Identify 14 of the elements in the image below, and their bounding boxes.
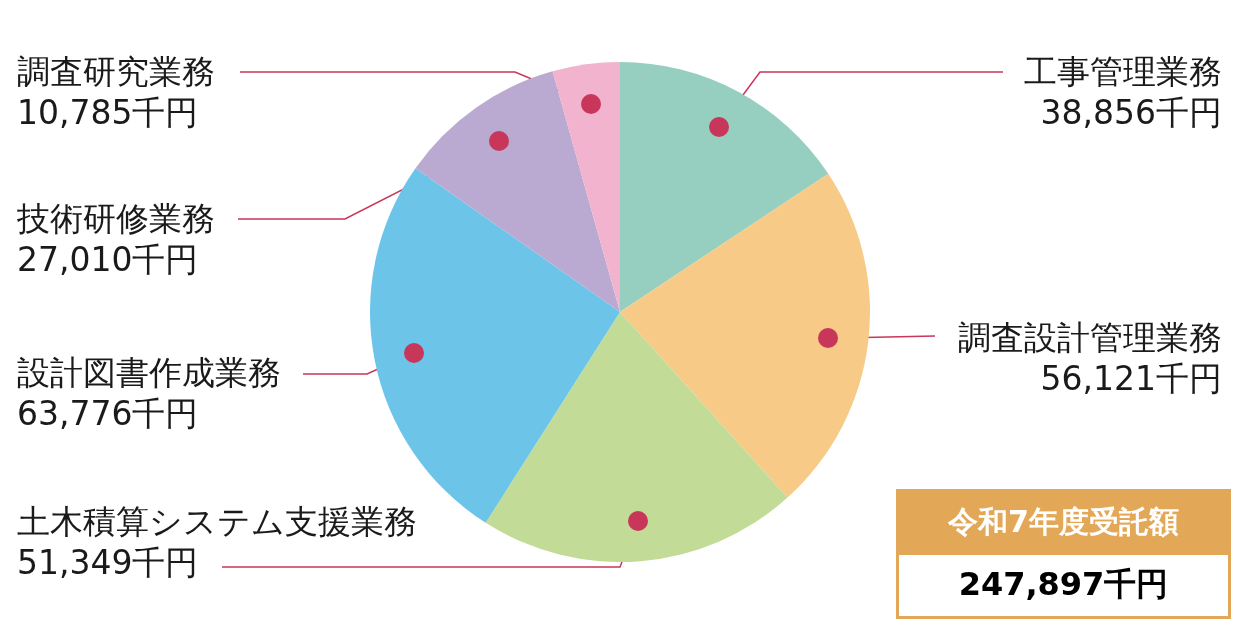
slice-label: 土木積算システム支援業務 [17,502,417,541]
slice-label: 技術研修業務 [16,199,215,238]
text: 247,897千円 [896,555,1231,619]
data-label: 51,349千円 [17,543,199,582]
data-label: 10,785千円 [17,93,199,132]
slice-label: 調査研究業務 [17,52,215,91]
slice-label: 工事管理業務 [1024,52,1222,91]
data-label: 63,776千円 [17,394,199,433]
data-label: 38,856千円 [1040,93,1222,132]
slice-label: 調査設計管理業務 [958,318,1222,357]
slice-label: 設計図書作成業務 [17,353,281,392]
data-label: 27,010千円 [17,240,199,279]
data-label: 56,121千円 [1040,359,1222,398]
text: 令和7年度受託額 [896,489,1231,555]
